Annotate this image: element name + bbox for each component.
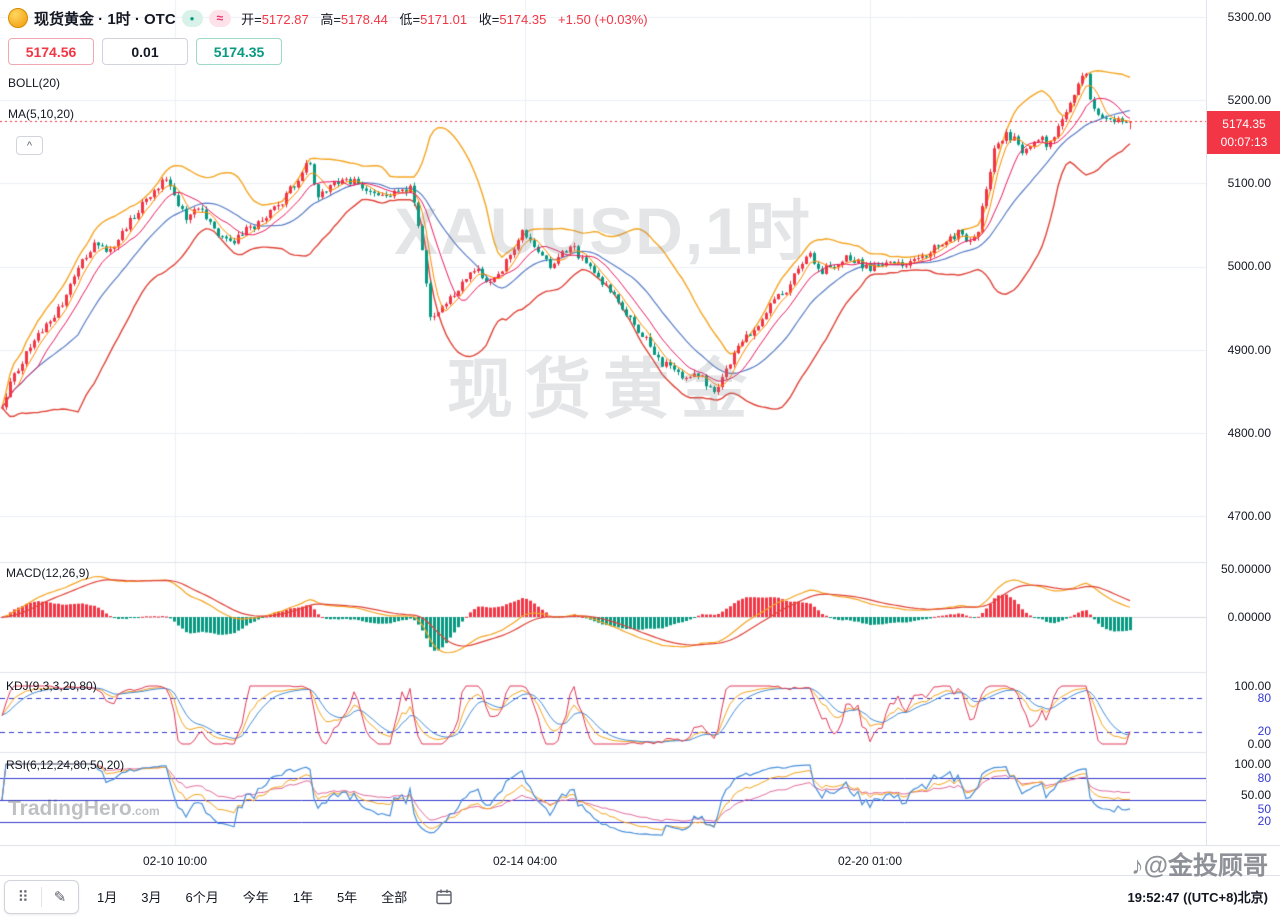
change-value: +1.50 (+0.03%): [557, 11, 648, 27]
bar-countdown: 00:07:13: [1220, 135, 1268, 149]
low-label: 低=: [399, 11, 421, 27]
collapse-panel-button[interactable]: ^: [16, 136, 43, 155]
time-tick-1: 02-10 10:00: [142, 854, 208, 868]
price-axis[interactable]: 5300.00 5200.00 5100.00 5000.00 4900.00 …: [1206, 0, 1280, 845]
legend-title-row: 现货黄金 · 1时 · OTC ● ≈ 开=5172.87 高=5178.44 …: [8, 6, 648, 30]
range-1month-button[interactable]: 1月: [97, 890, 118, 905]
range-5year-button[interactable]: 5年: [336, 890, 358, 905]
price-tick-5000: 5000.00: [1227, 259, 1271, 273]
bottom-toolbar: ⠿ ✎ 1月 3月 6个月 今年 1年 5年 全部 19:52:47 ((UTC…: [0, 875, 1280, 917]
kdj-level-20: 20: [1257, 724, 1271, 738]
low-value: 5171.01: [420, 11, 468, 27]
macd-tick-0: 0.00000: [1227, 610, 1271, 624]
range-all-button[interactable]: 全部: [381, 890, 408, 905]
calendar-icon[interactable]: [435, 888, 453, 906]
approx-icon: ≈: [216, 11, 224, 25]
high-label: 高=: [320, 11, 341, 27]
range-6month-button[interactable]: 6个月: [185, 890, 219, 905]
last-price-value: 5174.35: [1222, 117, 1266, 131]
rsi-tick-100: 100.00: [1234, 757, 1271, 771]
rsi-level-80: 80: [1257, 771, 1271, 785]
close-value: 5174.35: [499, 11, 547, 27]
high-value: 5178.44: [340, 11, 388, 27]
macd-tick-50: 50.00000: [1220, 562, 1271, 576]
macd-indicator-label[interactable]: MACD(12,26,9): [6, 566, 90, 580]
range-1year-button[interactable]: 1年: [292, 890, 313, 905]
open-value: 5172.87: [261, 11, 309, 27]
price-tick-4900: 4900.00: [1227, 343, 1271, 357]
price-tick-4800: 4800.00: [1227, 426, 1271, 440]
drag-handle-icon[interactable]: ⠿: [17, 888, 29, 906]
rsi-indicator-label[interactable]: RSI(6,12,24,80,50,20): [6, 758, 125, 772]
drawing-tools-panel: ⠿ ✎: [4, 879, 79, 914]
approx-price-button[interactable]: ≈: [208, 9, 232, 27]
chart-legend: 现货黄金 · 1时 · OTC ● ≈ 开=5172.87 高=5178.44 …: [8, 6, 648, 155]
range-ytd-button[interactable]: 今年: [242, 890, 269, 905]
kdj-indicator-label[interactable]: KDJ(9,3,3,20,80): [6, 679, 97, 693]
time-axis[interactable]: 02-10 10:00 02-14 04:00 02-20 01:00: [0, 845, 1280, 875]
market-status-button[interactable]: ●: [181, 9, 203, 27]
spread-value: 0.01: [102, 38, 188, 65]
time-tick-3: 02-20 01:00: [837, 854, 903, 868]
kdj-level-80: 80: [1257, 691, 1271, 705]
status-dot-icon: ●: [189, 13, 195, 23]
price-tick-5100: 5100.00: [1227, 176, 1271, 190]
sell-price-button[interactable]: 5174.56: [8, 38, 94, 65]
gold-coin-icon: [8, 8, 28, 28]
rsi-tick-50: 50.00: [1240, 788, 1271, 802]
ohlc-readout: 开=5172.87 高=5178.44 低=5171.01 收=5174.35 …: [241, 9, 648, 28]
clock: 19:52:47 ((UTC+8)北京): [1127, 890, 1268, 905]
quote-row: 5174.56 0.01 5174.35: [8, 38, 648, 65]
kdj-tick-0: 0.00: [1247, 737, 1271, 751]
toolbar-divider: [41, 886, 42, 907]
boll-indicator-label[interactable]: BOLL(20): [8, 76, 61, 90]
price-chart-canvas[interactable]: [0, 0, 1206, 845]
kdj-tick-100: 100.00: [1234, 679, 1271, 693]
price-tick-5300: 5300.00: [1227, 10, 1271, 24]
buy-price-button[interactable]: 5174.35: [196, 38, 282, 65]
draw-pencil-icon[interactable]: ✎: [53, 888, 67, 906]
time-tick-2: 02-14 04:00: [492, 854, 558, 868]
ma-indicator-label[interactable]: MA(5,10,20): [8, 107, 75, 121]
open-label: 开=: [241, 11, 262, 27]
last-price-badge: 5174.35 00:07:13: [1207, 111, 1280, 154]
rsi-level-20: 20: [1257, 814, 1271, 828]
close-label: 收=: [478, 11, 500, 27]
range-3month-button[interactable]: 3月: [141, 890, 162, 905]
symbol-title[interactable]: 现货黄金 · 1时 · OTC: [34, 10, 176, 28]
price-tick-4700: 4700.00: [1227, 509, 1271, 523]
rsi-level-50: 50: [1257, 802, 1271, 816]
price-tick-5200: 5200.00: [1227, 93, 1271, 107]
